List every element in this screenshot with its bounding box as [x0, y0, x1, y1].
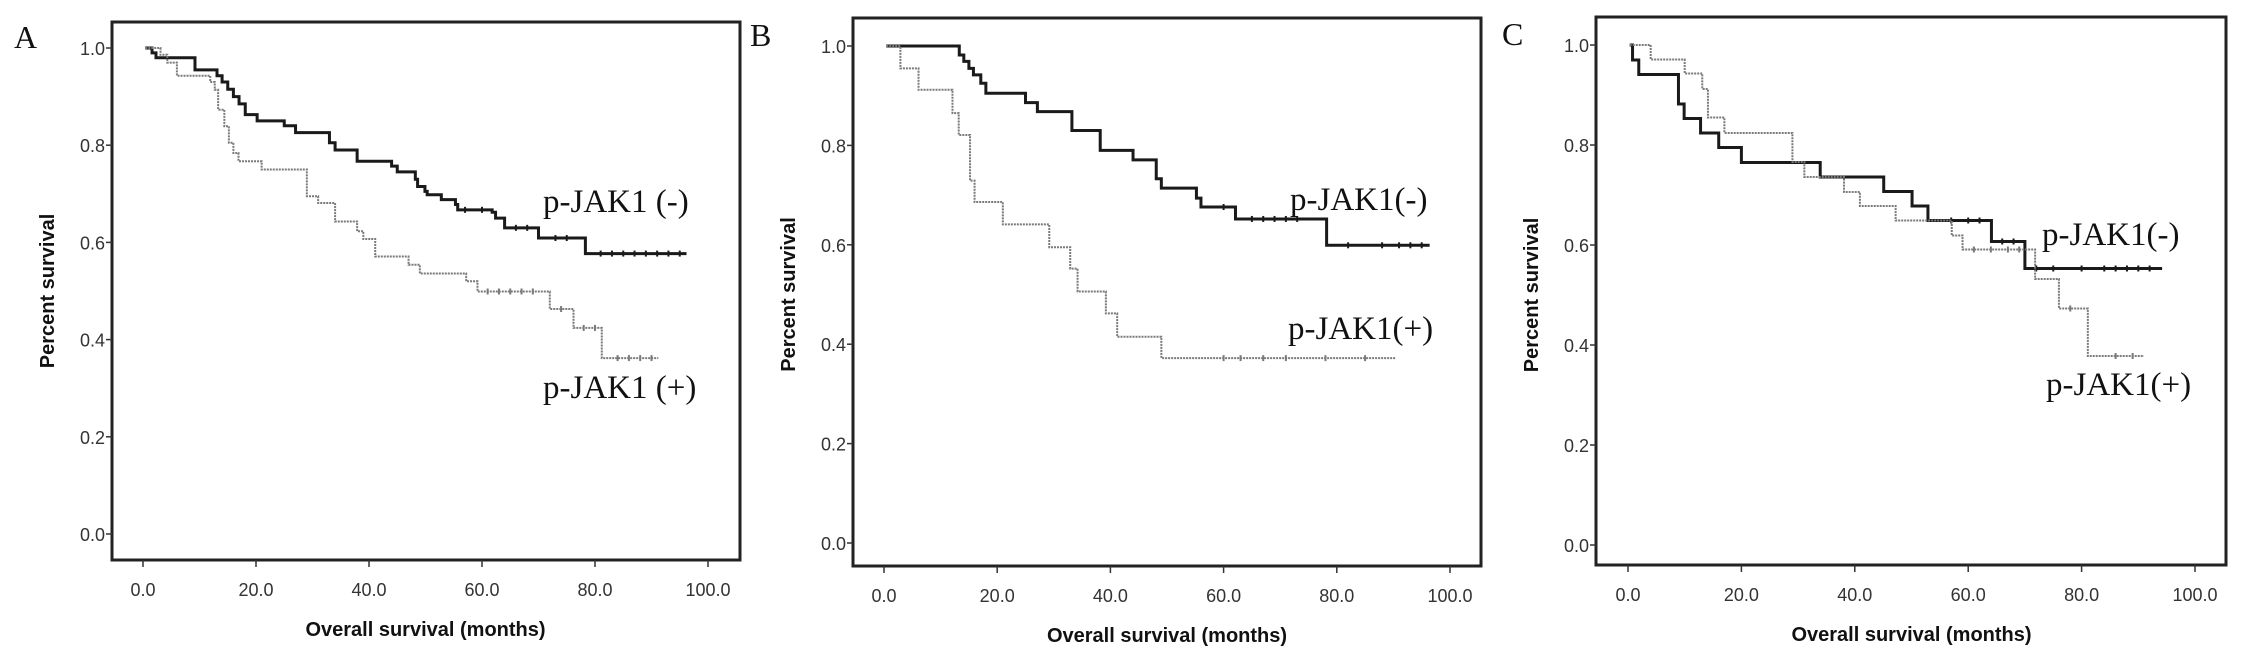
- panel-letter: C: [1502, 16, 1523, 52]
- x-axis-title: Overall survival (months): [1047, 625, 1287, 647]
- x-tick-label: 0.0: [871, 586, 896, 606]
- x-tick-label: 20.0: [238, 580, 273, 600]
- y-tick-label: 1.0: [821, 37, 846, 57]
- y-axis-title: Percent survival: [37, 214, 59, 369]
- x-tick-label: 40.0: [351, 580, 386, 600]
- series-label-positive: p-JAK1(+): [1288, 311, 1433, 347]
- plot-frame: [1594, 15, 2228, 567]
- x-tick-label: 100.0: [2172, 585, 2217, 605]
- y-tick-label: 1.0: [1564, 36, 1589, 56]
- panel-b: B 0.0 0.2 0.4 0.6 0.8 1.0 0.0 20.0 40.0 60.0 80.0 1…: [750, 16, 1483, 647]
- x-tick-label: 0.0: [130, 580, 155, 600]
- y-tick-label: 0.4: [1564, 336, 1589, 356]
- y-tick-label: 0.6: [80, 233, 105, 253]
- x-tick-label: 100.0: [1427, 586, 1472, 606]
- y-tick-label: 0.2: [821, 435, 846, 455]
- plot-frame: [851, 16, 1483, 568]
- x-axis-title: Overall survival (months): [305, 619, 545, 641]
- y-axis-title: Percent survival: [1521, 218, 1543, 373]
- series-label-negative: p-JAK1 (-): [543, 184, 689, 220]
- panel-letter: B: [750, 17, 771, 53]
- panel-c: C 0.0 0.2 0.4 0.6 0.8 1.0 0.0 20.0 40.0 60.0 80.0 1…: [1502, 15, 2228, 646]
- y-tick-label: 0.2: [80, 428, 105, 448]
- y-tick-label: 0.0: [821, 534, 846, 554]
- plot-frame: [110, 20, 742, 562]
- y-tick-label: 0.8: [821, 136, 846, 156]
- survival-curve-negative: [145, 46, 687, 256]
- x-tick-label: 60.0: [1206, 586, 1241, 606]
- x-tick-label: 80.0: [577, 580, 612, 600]
- y-tick-label: 0.2: [1564, 436, 1589, 456]
- y-tick-label: 0.6: [821, 236, 846, 256]
- x-tick-label: 60.0: [1951, 585, 1986, 605]
- x-tick-label: 40.0: [1837, 585, 1872, 605]
- series-label-positive: p-JAK1 (+): [543, 370, 696, 406]
- y-tick-label: 0.8: [1564, 136, 1589, 156]
- panel-a: A 0.0 0.2 0.4 0.6 0.8 1.0 0.0 20.0 40.0 60.0 80.0 1…: [14, 19, 742, 641]
- x-tick-label: 80.0: [2064, 585, 2099, 605]
- y-tick-label: 1.0: [80, 39, 105, 59]
- x-tick-label: 60.0: [464, 580, 499, 600]
- survival-curve-positive: [886, 45, 1396, 360]
- y-axis-title: Percent survival: [778, 217, 800, 372]
- series-label-positive: p-JAK1(+): [2046, 367, 2191, 403]
- y-tick-label: 0.0: [1564, 536, 1589, 556]
- x-tick-label: 20.0: [1724, 585, 1759, 605]
- survival-curve-positive: [145, 47, 659, 360]
- y-tick-label: 0.4: [80, 331, 105, 351]
- series-label-negative: p-JAK1(-): [2042, 217, 2179, 253]
- y-tick-label: 0.4: [821, 335, 846, 355]
- y-tick-label: 0.0: [80, 525, 105, 545]
- x-tick-label: 80.0: [1319, 586, 1354, 606]
- series-label-negative: p-JAK1(-): [1290, 182, 1427, 218]
- survival-curve-negative: [886, 44, 1430, 247]
- survival-curve-positive: [1629, 44, 2144, 357]
- y-tick-label: 0.6: [1564, 236, 1589, 256]
- survival-curve-negative: [1629, 43, 2163, 270]
- x-tick-label: 0.0: [1615, 585, 1640, 605]
- panel-letter: A: [14, 19, 37, 55]
- x-tick-label: 40.0: [1093, 586, 1128, 606]
- y-tick-label: 0.8: [80, 136, 105, 156]
- x-axis-title: Overall survival (months): [1791, 624, 2031, 646]
- x-tick-label: 20.0: [980, 586, 1015, 606]
- x-tick-label: 100.0: [685, 580, 730, 600]
